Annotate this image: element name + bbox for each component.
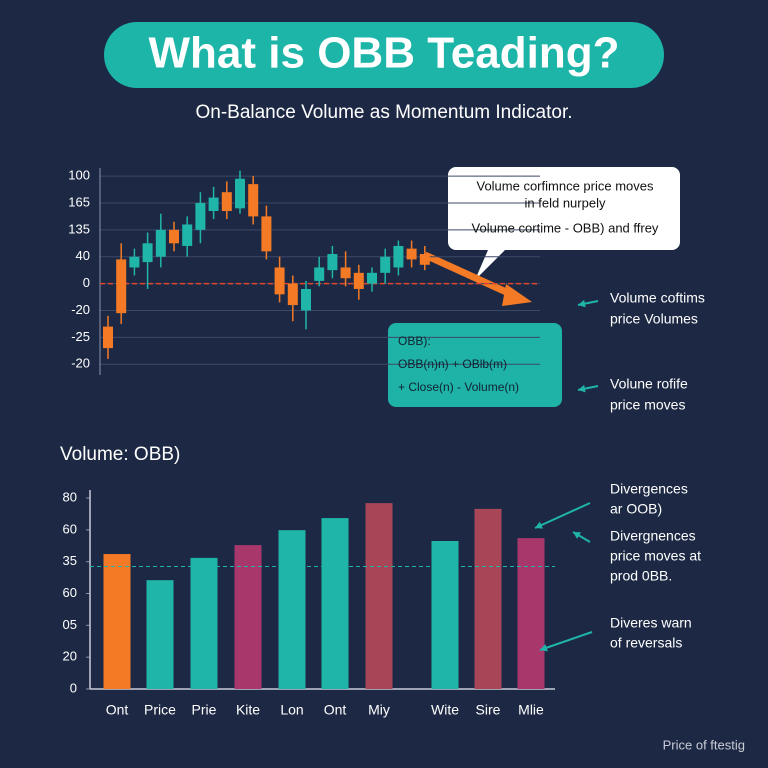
title-pill bbox=[104, 22, 664, 88]
candle-body bbox=[248, 184, 259, 217]
y-tick-label: 100 bbox=[68, 168, 90, 183]
y-tick-label: 135 bbox=[68, 221, 90, 236]
candle-body bbox=[221, 192, 232, 212]
x-tick-label: Wite bbox=[431, 702, 459, 718]
candle-body bbox=[155, 229, 166, 257]
y-tick-label: 05 bbox=[63, 617, 77, 632]
y-tick-label: 0 bbox=[83, 275, 90, 290]
candle-body bbox=[287, 283, 298, 306]
note-text: Volume coftims bbox=[610, 290, 705, 306]
x-tick-label: Ont bbox=[106, 702, 129, 718]
y-tick-label: 0 bbox=[70, 680, 77, 695]
note-text: ar OOB) bbox=[610, 501, 662, 517]
candle-body bbox=[406, 248, 417, 260]
note-text: Divergnences bbox=[610, 528, 696, 544]
trend-arrow bbox=[423, 251, 517, 300]
candle-body bbox=[314, 267, 325, 281]
note-arrow bbox=[539, 631, 593, 651]
y-tick-label: -25 bbox=[71, 329, 90, 344]
candle-body bbox=[261, 216, 272, 252]
note-text: OBB(n)n) + OBlb(m) bbox=[398, 357, 507, 371]
note-text: price moves bbox=[610, 397, 685, 413]
bar bbox=[517, 538, 545, 689]
subtitle: On-Balance Volume as Momentum Indicator. bbox=[195, 102, 572, 123]
x-tick-label: Kite bbox=[236, 702, 260, 718]
candle-body bbox=[142, 243, 153, 263]
x-tick-label: Ont bbox=[324, 702, 347, 718]
note-text: price Volumes bbox=[610, 311, 698, 327]
candle-body bbox=[182, 224, 193, 246]
note-text: Divergences bbox=[610, 481, 688, 497]
note-arrow bbox=[534, 502, 591, 529]
bar bbox=[278, 530, 306, 689]
candle-body bbox=[195, 202, 206, 230]
candle-body bbox=[327, 254, 338, 271]
x-tick-label: Sire bbox=[476, 702, 501, 718]
candle-body bbox=[353, 272, 364, 289]
candle-body bbox=[116, 259, 127, 314]
y-tick-label: 20 bbox=[63, 649, 77, 664]
note-text: in feld nurpely bbox=[525, 195, 606, 210]
note-text: + Close(n) - Volume(n) bbox=[398, 380, 519, 394]
y-tick-label: 60 bbox=[63, 521, 77, 536]
note-arrow-head bbox=[578, 299, 586, 308]
note-text: Volume cortime - OBB) and ffrey bbox=[472, 220, 659, 235]
y-tick-label: -20 bbox=[71, 302, 90, 317]
note-arrow-head bbox=[535, 521, 543, 529]
x-tick-label: Lon bbox=[280, 702, 303, 718]
bar bbox=[431, 540, 459, 689]
note-text: Diveres warn bbox=[610, 615, 692, 631]
bar bbox=[234, 545, 262, 689]
candle-body bbox=[419, 254, 430, 265]
candle-body bbox=[169, 229, 179, 244]
candle-body bbox=[129, 256, 140, 268]
bar bbox=[190, 557, 218, 689]
candle-body bbox=[103, 326, 113, 349]
note-arrow-head bbox=[573, 532, 581, 539]
candle-body bbox=[367, 272, 377, 284]
bar bbox=[321, 518, 349, 689]
note-text: prod 0BB. bbox=[610, 568, 672, 584]
title: What is OBB Teading? bbox=[149, 29, 620, 78]
chart-title: Volume: OBB) bbox=[60, 444, 180, 465]
note-text: OBB): bbox=[398, 334, 431, 348]
y-tick-label: 165 bbox=[68, 194, 90, 209]
candle-body bbox=[380, 256, 391, 273]
footer: Price of ftestig bbox=[663, 737, 745, 752]
trend-arrow-head bbox=[502, 284, 532, 306]
x-tick-label: Mlie bbox=[518, 702, 544, 718]
note-arrow-head bbox=[578, 384, 586, 393]
candle-body bbox=[393, 245, 404, 268]
candle-body bbox=[274, 267, 285, 295]
candle-body bbox=[340, 267, 351, 279]
bar bbox=[146, 580, 174, 689]
candle-body bbox=[301, 288, 311, 311]
x-tick-label: Prie bbox=[192, 702, 217, 718]
formula-box bbox=[388, 323, 562, 407]
x-tick-label: Miy bbox=[368, 702, 390, 718]
bar bbox=[474, 508, 502, 689]
note-text: price moves at bbox=[610, 548, 701, 564]
note-text: of reversals bbox=[610, 635, 682, 651]
note-text: Volune rofife bbox=[610, 376, 688, 392]
note-arrow-head bbox=[540, 644, 548, 652]
y-tick-label: -20 bbox=[71, 356, 90, 371]
note-text: Volume corfimnce price moves bbox=[476, 178, 654, 193]
x-tick-label: Price bbox=[144, 702, 176, 718]
bar bbox=[103, 554, 131, 689]
y-tick-label: 60 bbox=[63, 585, 77, 600]
candle-body bbox=[208, 197, 219, 212]
y-tick-label: 40 bbox=[76, 248, 90, 263]
callout-box bbox=[448, 167, 680, 280]
bar bbox=[365, 503, 393, 689]
y-tick-label: 80 bbox=[63, 489, 77, 504]
candle-body bbox=[235, 178, 245, 209]
y-tick-label: 35 bbox=[63, 553, 77, 568]
